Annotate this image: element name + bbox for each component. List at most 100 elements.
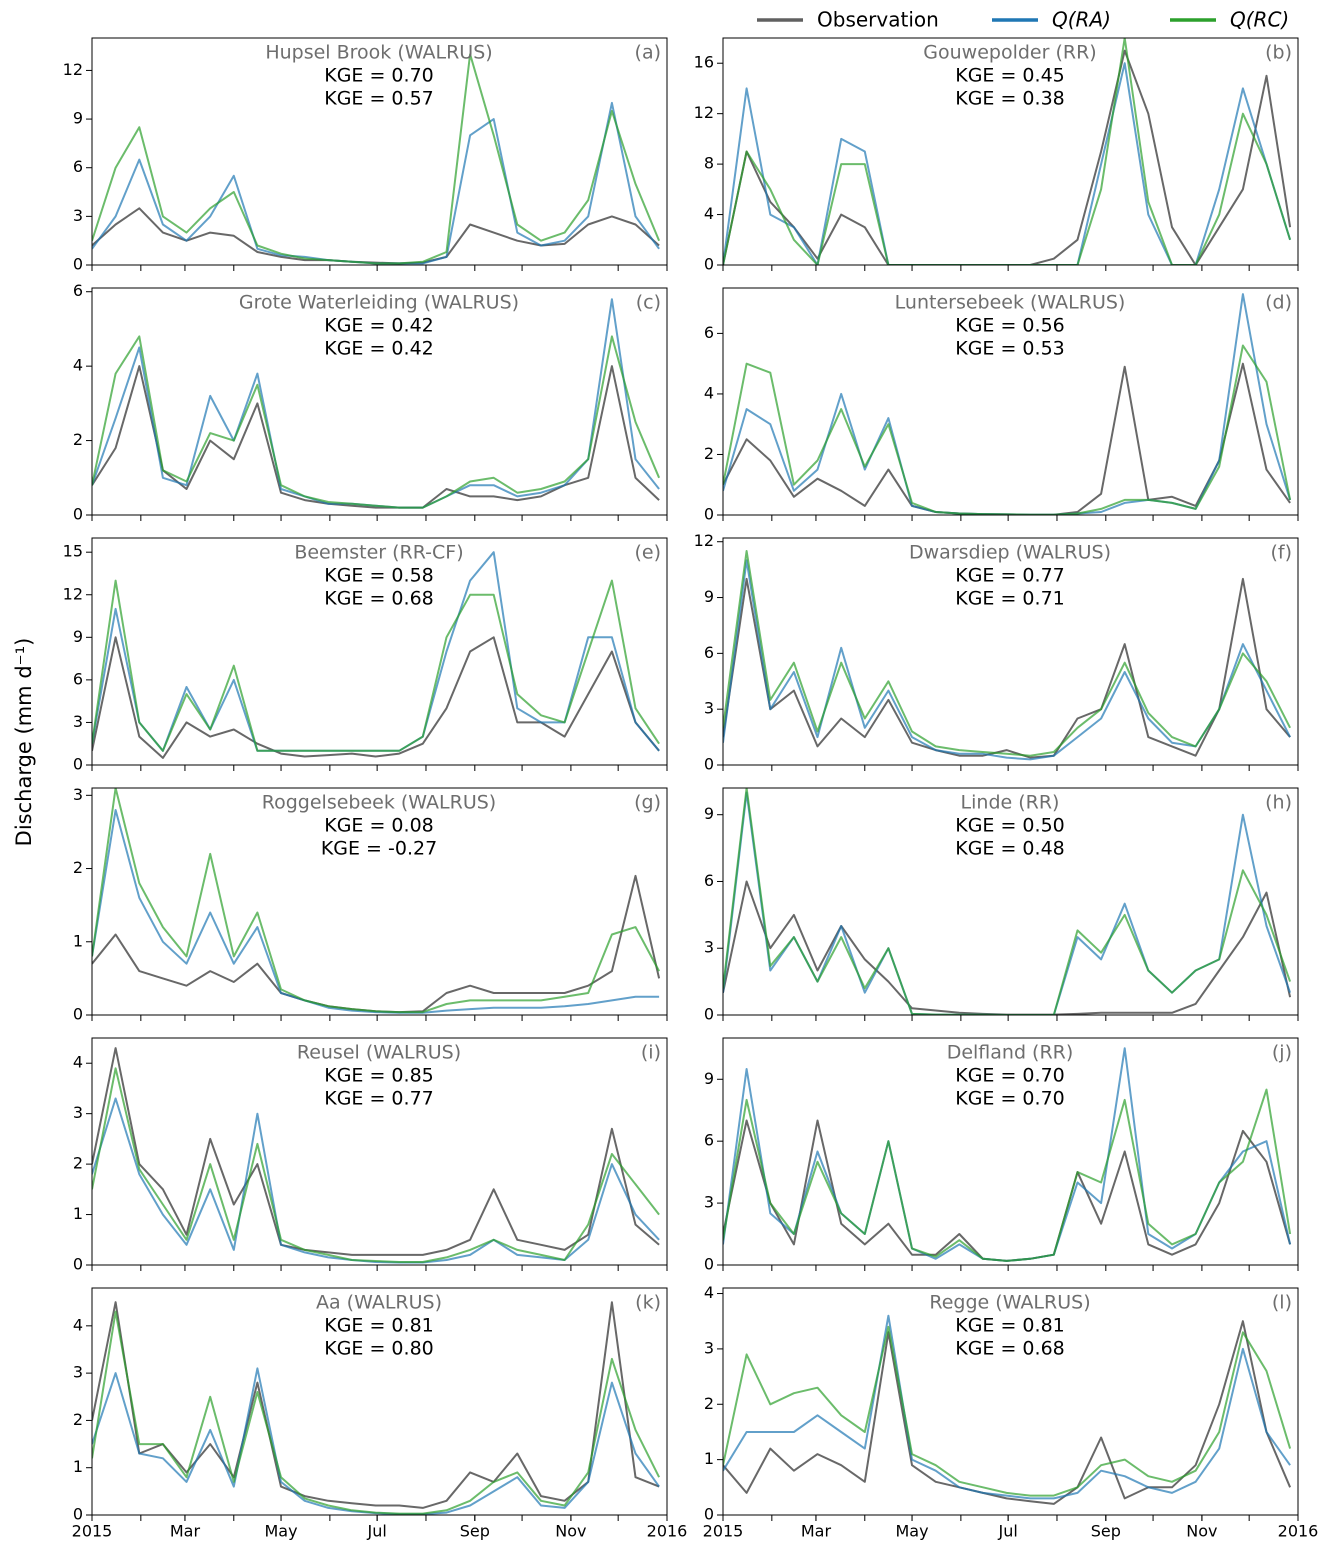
plot-area bbox=[723, 38, 1292, 265]
panel-title: Gouwepolder (RR) bbox=[923, 42, 1096, 64]
kge-label: KGE = 0.68 bbox=[955, 1338, 1065, 1360]
series-line bbox=[723, 880, 1292, 1015]
y-tick-label: 12 bbox=[63, 60, 83, 79]
y-tick-label: 2 bbox=[73, 1154, 83, 1173]
panel: 0 3 6 9 12 Hupsel Brook (WALRUS) (a) KGE = 0.70… bbox=[63, 37, 668, 274]
y-tick-label: 0 bbox=[704, 755, 714, 774]
panel-title: Beemster (RR-CF) bbox=[294, 542, 463, 564]
y-tick-label: 6 bbox=[73, 157, 83, 176]
panel: 0 1 2 3 Roggelsebeek (WALRUS) (g) KGE = 0.08KG… bbox=[73, 785, 668, 1024]
y-tick-label: 6 bbox=[73, 669, 83, 688]
series-line bbox=[92, 1097, 660, 1264]
y-tick-label: 2 bbox=[73, 858, 83, 877]
x-tick-label: Sep bbox=[460, 1522, 490, 1541]
x-tick-label: May bbox=[896, 1522, 929, 1541]
panel-letter: (e) bbox=[634, 542, 661, 564]
kge-label: KGE = 0.77 bbox=[955, 565, 1065, 587]
series-line bbox=[723, 550, 1291, 757]
x-tick-label: May bbox=[265, 1522, 298, 1541]
series-line bbox=[92, 335, 661, 509]
kge-label: KGE = 0.70 bbox=[955, 1065, 1065, 1087]
kge-label: KGE = 0.70 bbox=[955, 1088, 1065, 1110]
y-tick-label: 6 bbox=[704, 871, 714, 890]
x-tick-label: 2015 bbox=[72, 1522, 113, 1541]
series-line bbox=[92, 1047, 660, 1256]
series-line bbox=[92, 636, 660, 759]
panel: 0 4 8 12 16 Gouwepolder (RR) (b) KGE = 0.45KGE … bbox=[694, 37, 1299, 274]
x-tick-label: Nov bbox=[555, 1522, 586, 1541]
plot-area bbox=[92, 551, 660, 759]
y-tick-label: 9 bbox=[704, 1069, 714, 1088]
plot-area bbox=[723, 1314, 1292, 1505]
kge-label: KGE = 0.68 bbox=[324, 588, 434, 610]
y-tick-label: 4 bbox=[73, 1315, 83, 1334]
kge-label: KGE = 0.50 bbox=[955, 815, 1065, 837]
y-tick-label: 9 bbox=[704, 587, 714, 606]
panel: 0 3 6 9 12 15 Beemster (RR-CF) (e) KGE = 0.58KGE… bbox=[63, 537, 668, 774]
kge-label: KGE = 0.57 bbox=[324, 88, 434, 110]
panel: 0 1 2 3 4 2015 Mar May Jul Sep Nov 2016 Aa (WALRUS) (… bbox=[72, 1287, 687, 1541]
y-tick-label: 3 bbox=[73, 206, 83, 225]
y-tick-label: 12 bbox=[63, 584, 83, 603]
panel-title: Grote Waterleiding (WALRUS) bbox=[239, 292, 519, 314]
series-line bbox=[723, 1320, 1292, 1505]
y-tick-label: 4 bbox=[704, 383, 714, 402]
series-line bbox=[92, 1310, 660, 1515]
series-line bbox=[92, 788, 660, 1014]
y-tick-label: 4 bbox=[73, 1053, 83, 1072]
y-tick-label: 3 bbox=[704, 1338, 714, 1357]
y-tick-label: 3 bbox=[73, 785, 83, 804]
y-tick-label: 4 bbox=[704, 1283, 714, 1302]
series-line bbox=[723, 344, 1292, 515]
y-tick-label: 0 bbox=[704, 505, 714, 524]
y-tick-label: 2 bbox=[73, 430, 83, 449]
series-line bbox=[92, 1067, 660, 1263]
x-tick-label: Jul bbox=[997, 1522, 1017, 1541]
plot-area bbox=[92, 1301, 660, 1515]
y-tick-label: 0 bbox=[704, 255, 714, 274]
y-tick-label: 1 bbox=[73, 931, 83, 950]
kge-label: KGE = 0.77 bbox=[324, 1088, 434, 1110]
axes-frame bbox=[91, 287, 668, 516]
panel-title: Hupsel Brook (WALRUS) bbox=[265, 42, 492, 64]
y-tick-label: 12 bbox=[694, 103, 714, 122]
series-line bbox=[92, 579, 660, 752]
y-tick-label: 0 bbox=[704, 1505, 714, 1524]
kge-label: KGE = -0.27 bbox=[321, 838, 437, 860]
y-tick-label: 4 bbox=[704, 204, 714, 223]
plot-area bbox=[92, 1047, 660, 1264]
panel-letter: (f) bbox=[1270, 542, 1292, 564]
axes-frame bbox=[722, 1037, 1299, 1266]
y-tick-label: 2 bbox=[704, 444, 714, 463]
y-tick-label: 4 bbox=[73, 356, 83, 375]
plot-area bbox=[92, 53, 661, 265]
series-line bbox=[92, 207, 660, 265]
y-tick-label: 9 bbox=[704, 804, 714, 823]
y-tick-label: 3 bbox=[73, 1103, 83, 1122]
panel-letter: (l) bbox=[1272, 1292, 1292, 1314]
plot-area bbox=[723, 293, 1292, 515]
legend-label: Observation bbox=[817, 8, 939, 32]
panel: 0 1 2 3 4 2015 Mar May Jul Sep Nov 2016 Regge (WALRU… bbox=[703, 1283, 1319, 1540]
kge-label: KGE = 0.08 bbox=[324, 815, 434, 837]
panel-title: Delfland (RR) bbox=[947, 1042, 1074, 1064]
y-tick-label: 9 bbox=[73, 627, 83, 646]
panel-letter: (k) bbox=[635, 1292, 661, 1314]
kge-label: KGE = 0.45 bbox=[955, 65, 1065, 87]
panel-title: Aa (WALRUS) bbox=[316, 1292, 442, 1314]
panel: 0 3 6 9 12 Dwarsdiep (WALRUS) (f) KGE = 0.77KGE… bbox=[694, 531, 1299, 774]
plot-area bbox=[92, 298, 661, 509]
axes-frame bbox=[91, 1287, 668, 1516]
y-tick-label: 16 bbox=[694, 53, 714, 72]
series-line bbox=[723, 1088, 1292, 1262]
y-tick-label: 0 bbox=[704, 1255, 714, 1274]
panel-letter: (i) bbox=[641, 1042, 661, 1064]
panel: 0 2 4 6 Grote Waterleiding (WALRUS) (c) KGE = … bbox=[73, 281, 668, 524]
x-tick-label: Nov bbox=[1186, 1522, 1217, 1541]
axes-frame bbox=[722, 787, 1299, 1016]
panel-title: Regge (WALRUS) bbox=[929, 1292, 1090, 1314]
y-tick-label: 9 bbox=[73, 109, 83, 128]
y-tick-label: 3 bbox=[704, 699, 714, 718]
